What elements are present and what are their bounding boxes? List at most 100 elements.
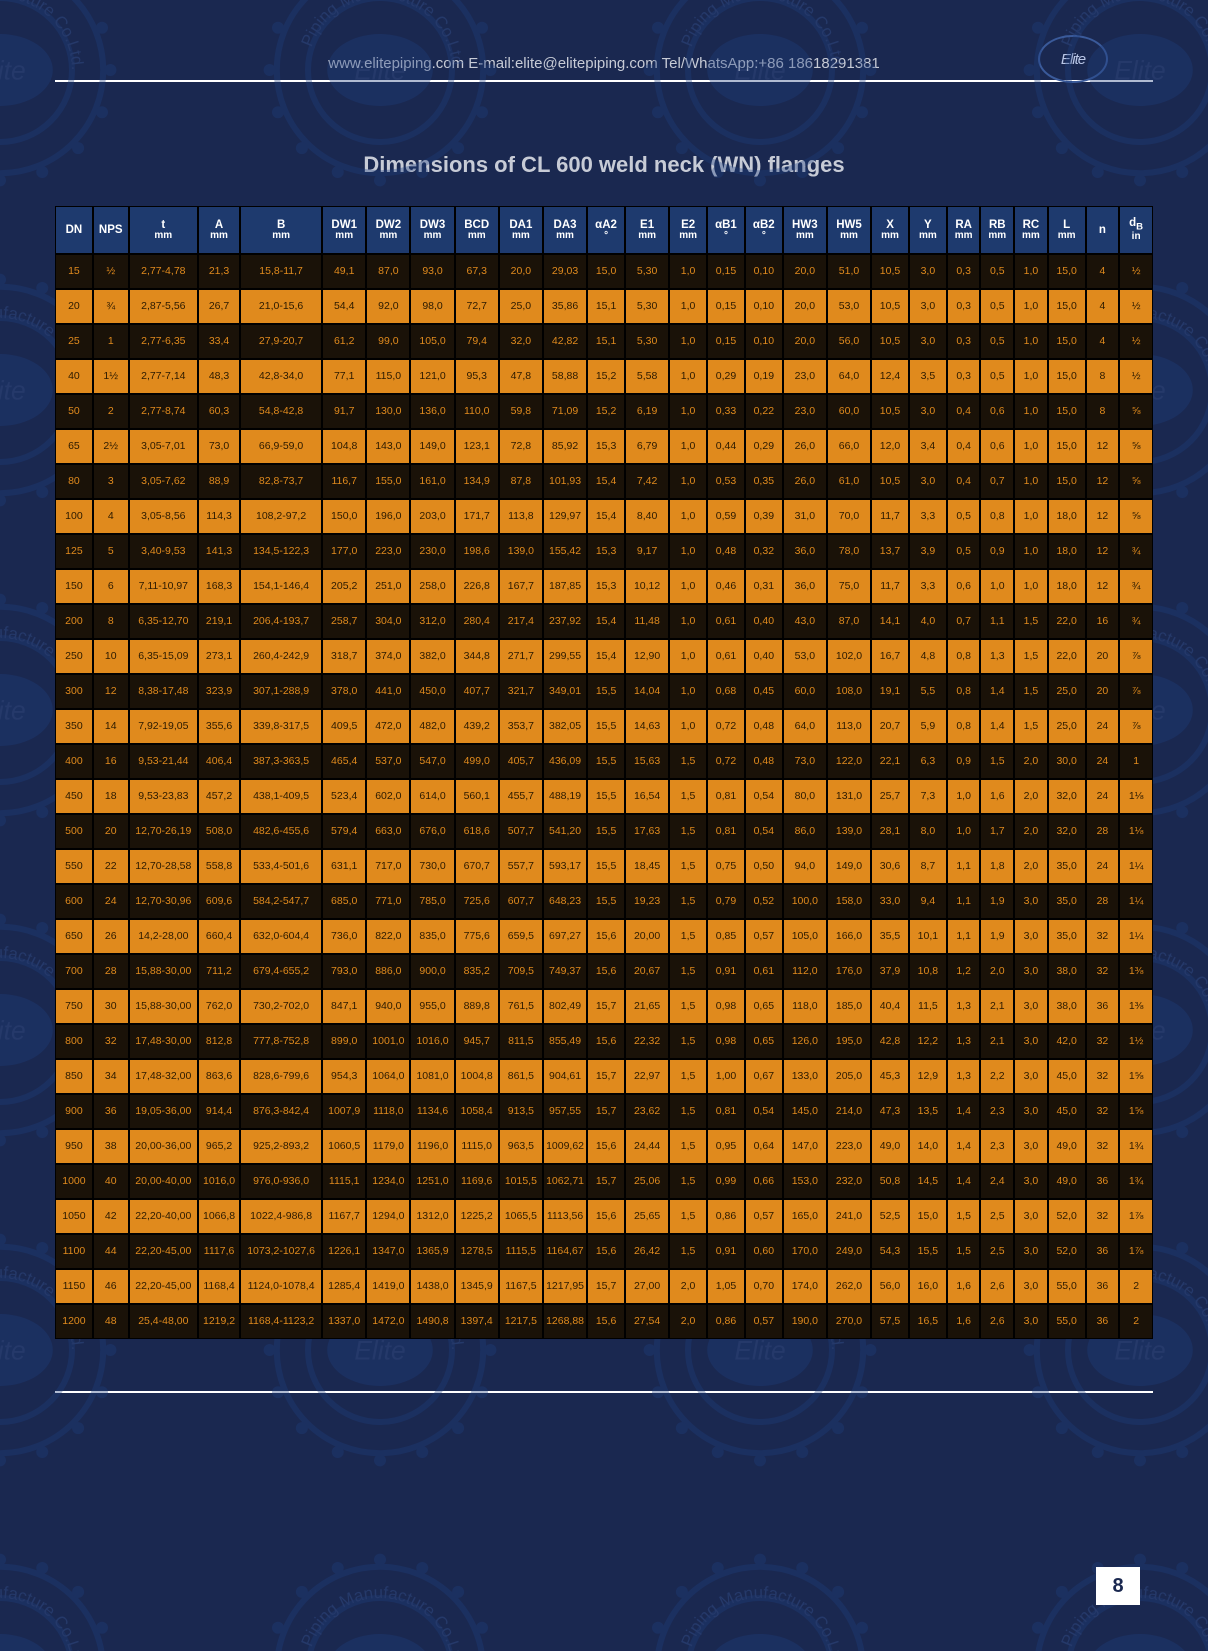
cell: 196,0: [366, 499, 410, 534]
cell: 12: [93, 674, 129, 709]
cell: 0,15: [707, 324, 745, 359]
cell: 1,0: [669, 394, 707, 429]
cell: 2,6: [980, 1304, 1014, 1339]
cell: 7,3: [909, 779, 947, 814]
cell: 80: [55, 464, 93, 499]
cell: 118,0: [783, 989, 827, 1024]
cell: 925,2-893,2: [240, 1129, 322, 1164]
cell: 14,1: [871, 604, 909, 639]
cell: 1001,0: [366, 1024, 410, 1059]
cell: 1200: [55, 1304, 93, 1339]
cell: 374,0: [366, 639, 410, 674]
cell: 1168,4-1123,2: [240, 1304, 322, 1339]
cell: 15,6: [587, 1304, 625, 1339]
cell: 5,58: [625, 359, 669, 394]
cell: 709,5: [499, 954, 543, 989]
cell: 913,5: [499, 1094, 543, 1129]
cell: 38,0: [1048, 954, 1086, 989]
cell: 1294,0: [366, 1199, 410, 1234]
cell: 0,9: [947, 744, 981, 779]
cell: 232,0: [827, 1164, 871, 1199]
cell: 465,4: [322, 744, 366, 779]
cell: 158,0: [827, 884, 871, 919]
cell: 40: [55, 359, 93, 394]
cell: 25: [55, 324, 93, 359]
cell: 16,7: [871, 639, 909, 674]
cell: 1196,0: [410, 1129, 454, 1164]
cell: 5,30: [625, 254, 669, 289]
cell: 123,1: [455, 429, 499, 464]
cell: 0,5: [980, 359, 1014, 394]
cell: 32,0: [1048, 779, 1086, 814]
cell: 72,7: [455, 289, 499, 324]
cell: 166,0: [827, 919, 871, 954]
cell: 271,7: [499, 639, 543, 674]
cell: 378,0: [322, 674, 366, 709]
cell: 15,0: [909, 1199, 947, 1234]
cell: 3,0: [909, 254, 947, 289]
cell: 195,0: [827, 1024, 871, 1059]
cell: 1⅝: [1119, 1059, 1153, 1094]
cell: 258,7: [322, 604, 366, 639]
cell: 940,0: [366, 989, 410, 1024]
cell: 0,72: [707, 709, 745, 744]
cell: 10,12: [625, 569, 669, 604]
cell: 349,01: [543, 674, 587, 709]
cell: 1,5: [669, 1129, 707, 1164]
cell: 20,0: [499, 254, 543, 289]
cell: 15,2: [587, 359, 625, 394]
cell: 112,0: [783, 954, 827, 989]
cell: 1225,2: [455, 1199, 499, 1234]
cell: 0,4: [947, 394, 981, 429]
cell: 15,5: [587, 709, 625, 744]
cell: 0,91: [707, 954, 745, 989]
cell: 1345,9: [455, 1269, 499, 1304]
cell: 24: [1086, 709, 1120, 744]
cell: 0,68: [707, 674, 745, 709]
cell: 730,0: [410, 849, 454, 884]
cell: 1,0: [1014, 499, 1048, 534]
cell: 802,49: [543, 989, 587, 1024]
cell: 0,85: [707, 919, 745, 954]
cell: 963,5: [499, 1129, 543, 1164]
cell: 3,0: [1014, 1129, 1048, 1164]
cell: 3,3: [909, 569, 947, 604]
cell: 0,6: [947, 569, 981, 604]
cell: 1226,1: [322, 1234, 366, 1269]
cell: 2,4: [980, 1164, 1014, 1199]
cell: 60,3: [198, 394, 240, 429]
cell: 1,5: [669, 744, 707, 779]
cell: 171,7: [455, 499, 499, 534]
cell: 147,0: [783, 1129, 827, 1164]
cell: 12: [1086, 464, 1120, 499]
cell: 3,0: [1014, 989, 1048, 1024]
cell: 8,7: [909, 849, 947, 884]
cell: 811,5: [499, 1024, 543, 1059]
cell: 11,7: [871, 569, 909, 604]
cell: 0,6: [980, 429, 1014, 464]
cell: 2,6: [980, 1269, 1014, 1304]
cell: 0,57: [745, 1199, 783, 1234]
cell: 0,35: [745, 464, 783, 499]
cell: 750: [55, 989, 93, 1024]
cell: 1167,7: [322, 1199, 366, 1234]
cell: 631,1: [322, 849, 366, 884]
cell: 1,5: [947, 1199, 981, 1234]
page-number: 8: [1096, 1567, 1140, 1605]
cell: 27,9-20,7: [240, 324, 322, 359]
cell: 0,79: [707, 884, 745, 919]
cell: 24: [1086, 779, 1120, 814]
cell: 54,8-42,8: [240, 394, 322, 429]
cell: 0,61: [707, 639, 745, 674]
cell: 280,4: [455, 604, 499, 639]
svg-text:Elite: Elite: [734, 1336, 785, 1366]
cell: 547,0: [410, 744, 454, 779]
cell: 15,3: [587, 534, 625, 569]
cell: 1058,4: [455, 1094, 499, 1129]
cell: 28: [1086, 814, 1120, 849]
cell: 409,5: [322, 709, 366, 744]
cell: 0,29: [707, 359, 745, 394]
cell: 15,0: [1048, 429, 1086, 464]
cell: 0,86: [707, 1199, 745, 1234]
cell: 0,99: [707, 1164, 745, 1199]
